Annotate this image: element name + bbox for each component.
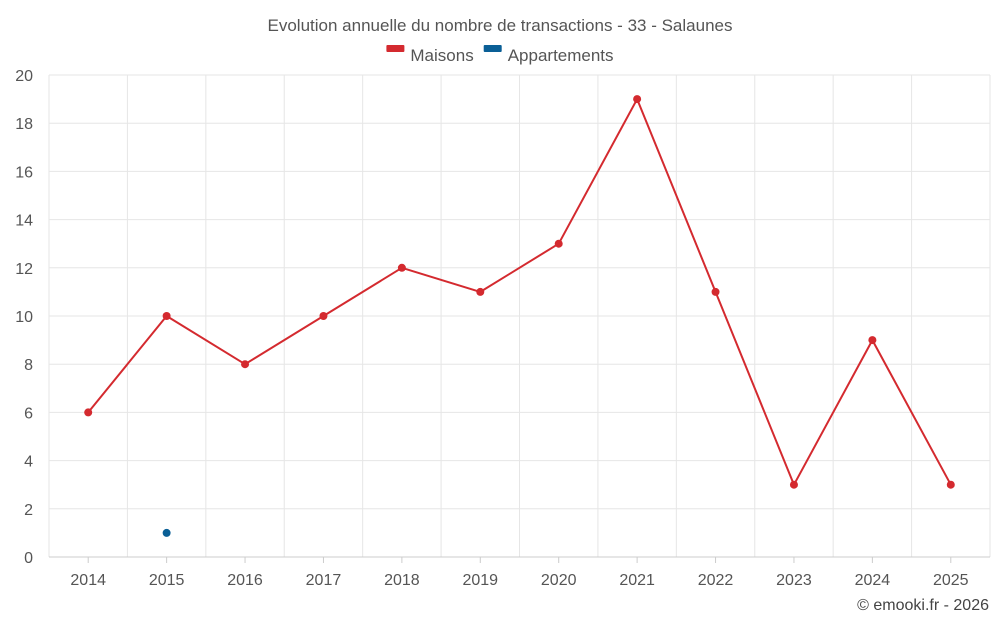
x-tick-label: 2019	[462, 572, 498, 589]
x-axis: 2014 2015 2016 2017 2018 2019 2020 2021 2022 2023…	[70, 557, 969, 589]
x-tick-label: 2023	[776, 572, 812, 589]
x-tick-label: 2017	[306, 572, 342, 589]
legend-item-maisons[interactable]: Maisons	[386, 45, 474, 65]
series-layer	[84, 95, 955, 537]
legend-item-appartements[interactable]: Appartements	[483, 45, 614, 65]
y-tick-label: 16	[15, 164, 33, 181]
y-tick-label: 2	[24, 502, 33, 519]
y-tick-label: 6	[24, 405, 33, 422]
legend: Maisons Appartements	[386, 45, 614, 65]
y-tick-label: 20	[15, 68, 33, 85]
data-point[interactable]	[711, 287, 720, 296]
data-point[interactable]	[319, 312, 328, 320]
x-tick-label: 2016	[227, 572, 263, 589]
x-tick-label: 2022	[698, 572, 734, 589]
data-point[interactable]	[789, 480, 798, 489]
chart-title: Evolution annuelle du nombre de transact…	[268, 16, 733, 35]
data-point[interactable]	[397, 263, 406, 272]
data-point[interactable]	[162, 528, 171, 537]
y-axis: 0 2 4 6 8 10 12 14 16 18 20	[15, 68, 33, 567]
series-maisons	[84, 95, 955, 489]
y-tick-label: 14	[15, 213, 33, 230]
data-point[interactable]	[868, 336, 877, 345]
data-point[interactable]	[554, 239, 563, 248]
data-point[interactable]	[633, 95, 642, 104]
series-line	[87, 98, 952, 486]
data-point[interactable]	[476, 287, 485, 296]
series-appartements	[162, 528, 171, 537]
y-tick-label: 10	[15, 309, 33, 326]
data-point[interactable]	[241, 360, 250, 369]
x-tick-label: 2024	[855, 572, 891, 589]
grid	[48, 74, 991, 558]
y-tick-label: 8	[24, 357, 33, 374]
legend-label: Appartements	[508, 46, 614, 65]
x-tick-label: 2018	[384, 572, 420, 589]
legend-swatch	[386, 45, 405, 52]
data-point[interactable]	[84, 408, 93, 417]
y-tick-label: 12	[15, 261, 33, 278]
y-tick-label: 4	[24, 454, 33, 471]
x-tick-label: 2014	[70, 572, 106, 589]
y-tick-label: 18	[15, 116, 33, 133]
x-tick-label: 2020	[541, 572, 577, 589]
data-point[interactable]	[946, 480, 955, 489]
y-tick-label: 0	[24, 550, 33, 567]
legend-label: Maisons	[410, 46, 473, 65]
data-point[interactable]	[162, 312, 171, 320]
credit-text: © emooki.fr - 2026	[857, 597, 989, 614]
x-tick-label: 2015	[149, 572, 185, 589]
x-tick-label: 2025	[933, 572, 969, 589]
x-tick-label: 2021	[619, 572, 655, 589]
legend-swatch	[483, 45, 502, 52]
